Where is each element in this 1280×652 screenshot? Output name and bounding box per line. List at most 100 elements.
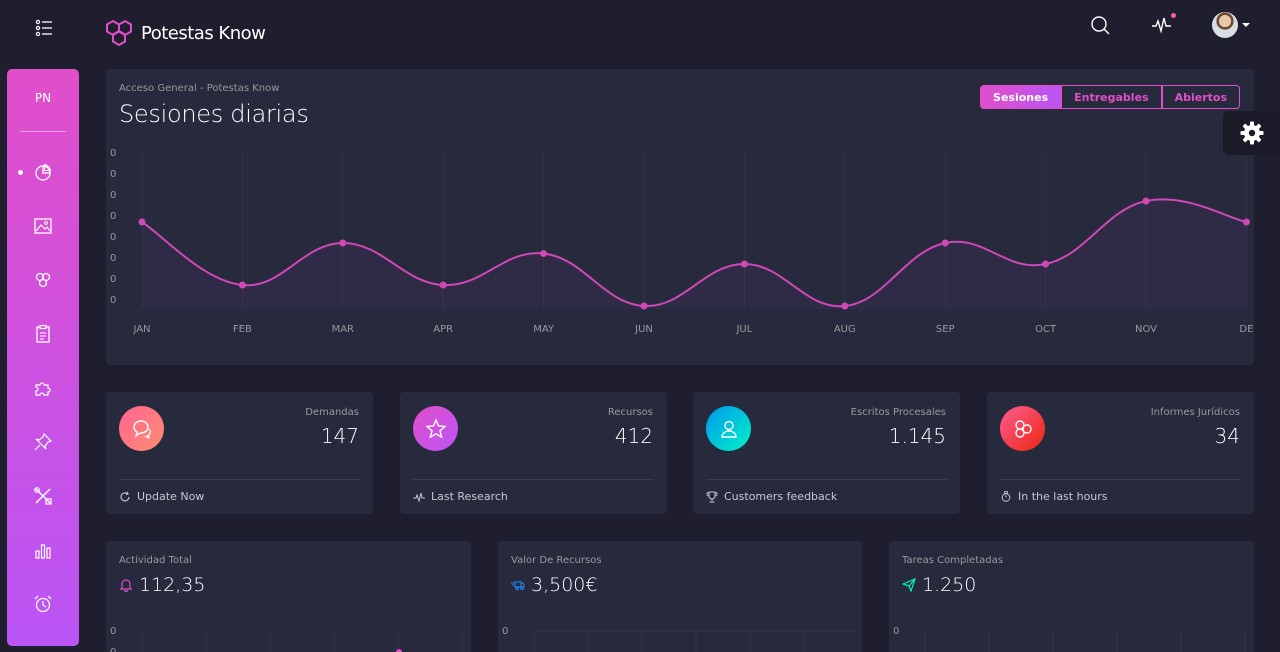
mini-chart-grid bbox=[533, 630, 854, 652]
y-tick-label: 0 bbox=[110, 295, 116, 306]
brand-logo-icon bbox=[106, 19, 132, 47]
molecule-icon bbox=[1014, 419, 1032, 438]
chart-point bbox=[396, 649, 402, 652]
tab-sesiones[interactable]: Sesiones bbox=[980, 85, 1062, 109]
sidebar-item-puzzle[interactable] bbox=[7, 373, 79, 403]
stat-footer[interactable]: Customers feedback bbox=[706, 490, 837, 503]
watch-icon bbox=[1001, 490, 1011, 502]
y-tick-label: 0 bbox=[110, 253, 116, 264]
divider bbox=[413, 479, 654, 480]
y-tick-label: 0 bbox=[110, 211, 116, 222]
sidebar-item-atom[interactable] bbox=[7, 265, 79, 295]
stat-label: Demandas bbox=[305, 407, 359, 418]
y-tick-label: 0 bbox=[110, 274, 116, 285]
user-icon bbox=[720, 420, 737, 438]
total-activity-card: Actividad Total 112,35 0 0 bbox=[106, 541, 471, 652]
data-point[interactable] bbox=[740, 260, 748, 268]
pin-icon bbox=[34, 432, 53, 451]
sidebar-item-dashboard[interactable] bbox=[7, 157, 79, 187]
sidebar-item-charts[interactable] bbox=[7, 535, 79, 565]
star-icon bbox=[424, 417, 447, 439]
data-point[interactable] bbox=[339, 239, 347, 247]
menu-toggle-button[interactable] bbox=[34, 18, 54, 38]
x-tick-label: FEB bbox=[233, 324, 252, 335]
data-point[interactable] bbox=[1042, 260, 1050, 268]
stat-footer-text: In the last hours bbox=[1018, 490, 1108, 503]
sidebar-item-tools[interactable] bbox=[7, 481, 79, 511]
stat-icon-circle bbox=[706, 406, 751, 451]
stat-footer[interactable]: Update Now bbox=[119, 490, 204, 503]
stat-footer[interactable]: Last Research bbox=[413, 490, 508, 503]
data-point[interactable] bbox=[1242, 218, 1250, 226]
search-icon bbox=[1091, 16, 1110, 35]
card-value: 112,35 bbox=[119, 574, 205, 596]
stat-value: 34 bbox=[1214, 424, 1240, 448]
chart-tab-group: Sesiones Entregables Abiertos bbox=[980, 85, 1240, 109]
user-menu[interactable] bbox=[1212, 12, 1250, 38]
image-icon bbox=[34, 218, 52, 234]
puzzle-icon bbox=[35, 382, 51, 396]
resources-value-card: Valor De Recursos 3,500€ 0 bbox=[498, 541, 862, 652]
sidebar-item-alarm[interactable] bbox=[7, 589, 79, 619]
data-point[interactable] bbox=[1142, 197, 1150, 205]
data-point[interactable] bbox=[439, 281, 447, 289]
sidebar-item-paper[interactable] bbox=[7, 319, 79, 349]
data-point[interactable] bbox=[640, 302, 648, 310]
stat-value: 412 bbox=[614, 424, 653, 448]
x-tick-label: DE bbox=[1239, 324, 1253, 335]
y-tick-label: 0 bbox=[110, 149, 116, 159]
data-point[interactable] bbox=[841, 302, 849, 310]
completed-tasks-card: Tareas Completadas 1.250 0 bbox=[889, 541, 1254, 652]
data-point[interactable] bbox=[941, 239, 949, 247]
card-value-text: 112,35 bbox=[139, 574, 206, 596]
sidebar: PN bbox=[7, 69, 79, 646]
tab-entregables[interactable]: Entregables bbox=[1061, 85, 1162, 109]
y-tick-label: 0 bbox=[110, 626, 117, 637]
settings-button[interactable] bbox=[1223, 111, 1280, 155]
x-tick-label: SEP bbox=[936, 324, 955, 335]
line-chart: 0 0 0 0 0 0 0 0 JAN FEB MAR APR MAY JUN JUL AUG SEP OCT NO… bbox=[110, 149, 1253, 335]
brand[interactable]: Potestas Know bbox=[105, 19, 266, 47]
x-tick-label: JAN bbox=[132, 324, 150, 335]
delivery-icon bbox=[511, 581, 525, 591]
y-tick-label: 0 bbox=[110, 169, 116, 180]
series-area bbox=[142, 199, 1247, 309]
stat-footer-text: Customers feedback bbox=[724, 490, 838, 503]
sidebar-divider bbox=[20, 131, 66, 132]
card-category: Tareas Completadas bbox=[902, 555, 1003, 566]
sidebar-item-images[interactable] bbox=[7, 211, 79, 241]
card-value: 3,500€ bbox=[511, 574, 597, 596]
x-tick-label: JUN bbox=[634, 324, 653, 335]
card-category: Acceso General - Potestas Know bbox=[119, 83, 280, 94]
stat-card-escritos: Escritos Procesales 1.145 Customers feed… bbox=[693, 392, 960, 514]
stat-footer[interactable]: In the last hours bbox=[1000, 490, 1108, 503]
stat-footer-text: Update Now bbox=[137, 490, 205, 503]
stat-card-demandas: Demandas 147 Update Now bbox=[106, 392, 373, 514]
tab-abiertos[interactable]: Abiertos bbox=[1161, 85, 1240, 109]
data-point[interactable] bbox=[238, 281, 246, 289]
sidebar-logo[interactable]: PN bbox=[34, 91, 52, 105]
data-point[interactable] bbox=[138, 218, 146, 226]
notifications-button[interactable] bbox=[1150, 13, 1176, 37]
top-actions bbox=[1088, 12, 1250, 38]
search-button[interactable] bbox=[1088, 13, 1112, 37]
avatar bbox=[1212, 12, 1238, 38]
sound-wave-icon bbox=[413, 492, 425, 503]
y-tick-label: 0 bbox=[110, 232, 116, 243]
data-point[interactable] bbox=[540, 250, 548, 257]
x-tick-label: MAR bbox=[332, 324, 354, 335]
x-tick-label: APR bbox=[433, 324, 453, 335]
card-title: Sesiones diarias bbox=[119, 100, 309, 128]
paper-icon bbox=[36, 324, 50, 343]
caret-down-icon bbox=[1242, 23, 1250, 27]
stat-label: Informes Jurídicos bbox=[1150, 407, 1240, 418]
y-tick-label: 0 bbox=[110, 647, 116, 652]
stat-card-informes: Informes Jurídicos 34 In the last hours bbox=[987, 392, 1254, 514]
card-value-text: 3,500€ bbox=[531, 574, 598, 596]
stat-icon-circle bbox=[1000, 406, 1045, 451]
x-tick-label: OCT bbox=[1035, 324, 1057, 335]
sidebar-item-pin[interactable] bbox=[7, 427, 79, 457]
divider bbox=[119, 479, 360, 480]
stat-label: Escritos Procesales bbox=[850, 407, 946, 418]
card-category: Actividad Total bbox=[119, 555, 192, 566]
